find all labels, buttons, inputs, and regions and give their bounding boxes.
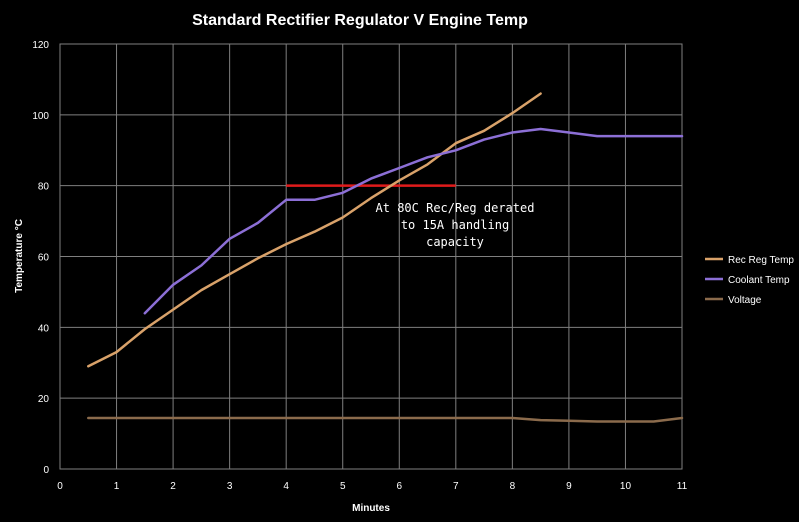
x-tick-label-0: 0 — [57, 481, 63, 492]
legend-label-0: Rec Reg Temp — [728, 255, 794, 266]
chart-title: Standard Rectifier Regulator V Engine Te… — [192, 12, 528, 29]
x-tick-label-5: 5 — [340, 481, 346, 492]
y-tick-label-3: 60 — [38, 253, 50, 264]
x-tick-label-7: 7 — [453, 481, 459, 492]
tick-labels: 0 1 2 3 4 5 6 7 8 9 10 11 0 20 40 60 80 100 120 — [32, 40, 687, 492]
plot-area-border — [59, 43, 683, 470]
legend-label-2: Voltage — [728, 295, 762, 306]
y-tick-label-6: 120 — [32, 40, 49, 51]
x-tick-label-4: 4 — [283, 481, 289, 492]
x-tick-label-8: 8 — [510, 481, 516, 492]
y-tick-label-1: 20 — [38, 394, 50, 405]
annotation-line-3: capacity — [426, 235, 484, 249]
y-tick-label-0: 0 — [43, 465, 49, 476]
x-axis-label: Minutes — [352, 503, 390, 514]
x-tick-label-11: 11 — [677, 481, 688, 492]
legend: Rec Reg Temp Coolant Temp Voltage — [705, 255, 794, 306]
x-tick-label-10: 10 — [620, 481, 632, 492]
x-tick-label-2: 2 — [170, 481, 176, 492]
x-tick-label-9: 9 — [566, 481, 572, 492]
annotation: At 80C Rec/Reg derated to 15A handling c… — [376, 201, 535, 249]
annotation-line-2: to 15A handling — [401, 218, 509, 232]
series-lines — [87, 92, 684, 423]
y-tick-label-4: 80 — [38, 182, 50, 193]
series-line-2 — [87, 416, 684, 423]
series-line-0 — [87, 92, 542, 368]
legend-label-1: Coolant Temp — [728, 275, 790, 286]
x-tick-label-3: 3 — [227, 481, 233, 492]
x-tick-label-6: 6 — [396, 481, 402, 492]
y-tick-label-2: 40 — [38, 323, 50, 334]
y-tick-label-5: 100 — [32, 111, 49, 122]
annotation-line-1: At 80C Rec/Reg derated — [376, 201, 535, 215]
y-axis-label: Temperature °C — [14, 219, 25, 293]
series-line-1 — [143, 127, 684, 315]
x-tick-label-1: 1 — [114, 481, 120, 492]
